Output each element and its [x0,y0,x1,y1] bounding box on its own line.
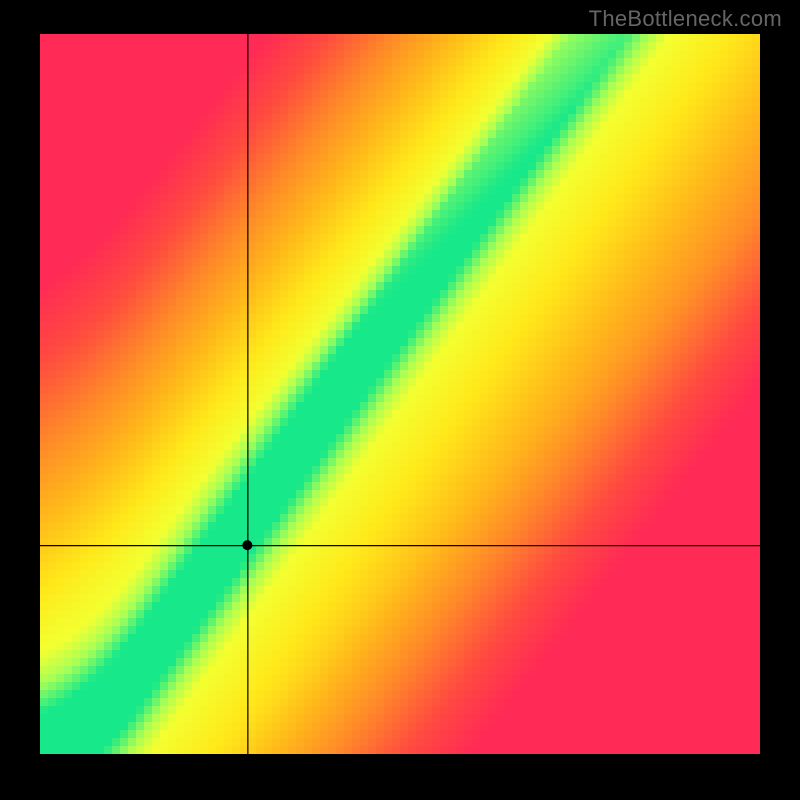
bottleneck-heatmap [40,34,760,754]
watermark-text: TheBottleneck.com [589,6,782,32]
chart-container: TheBottleneck.com [0,0,800,800]
